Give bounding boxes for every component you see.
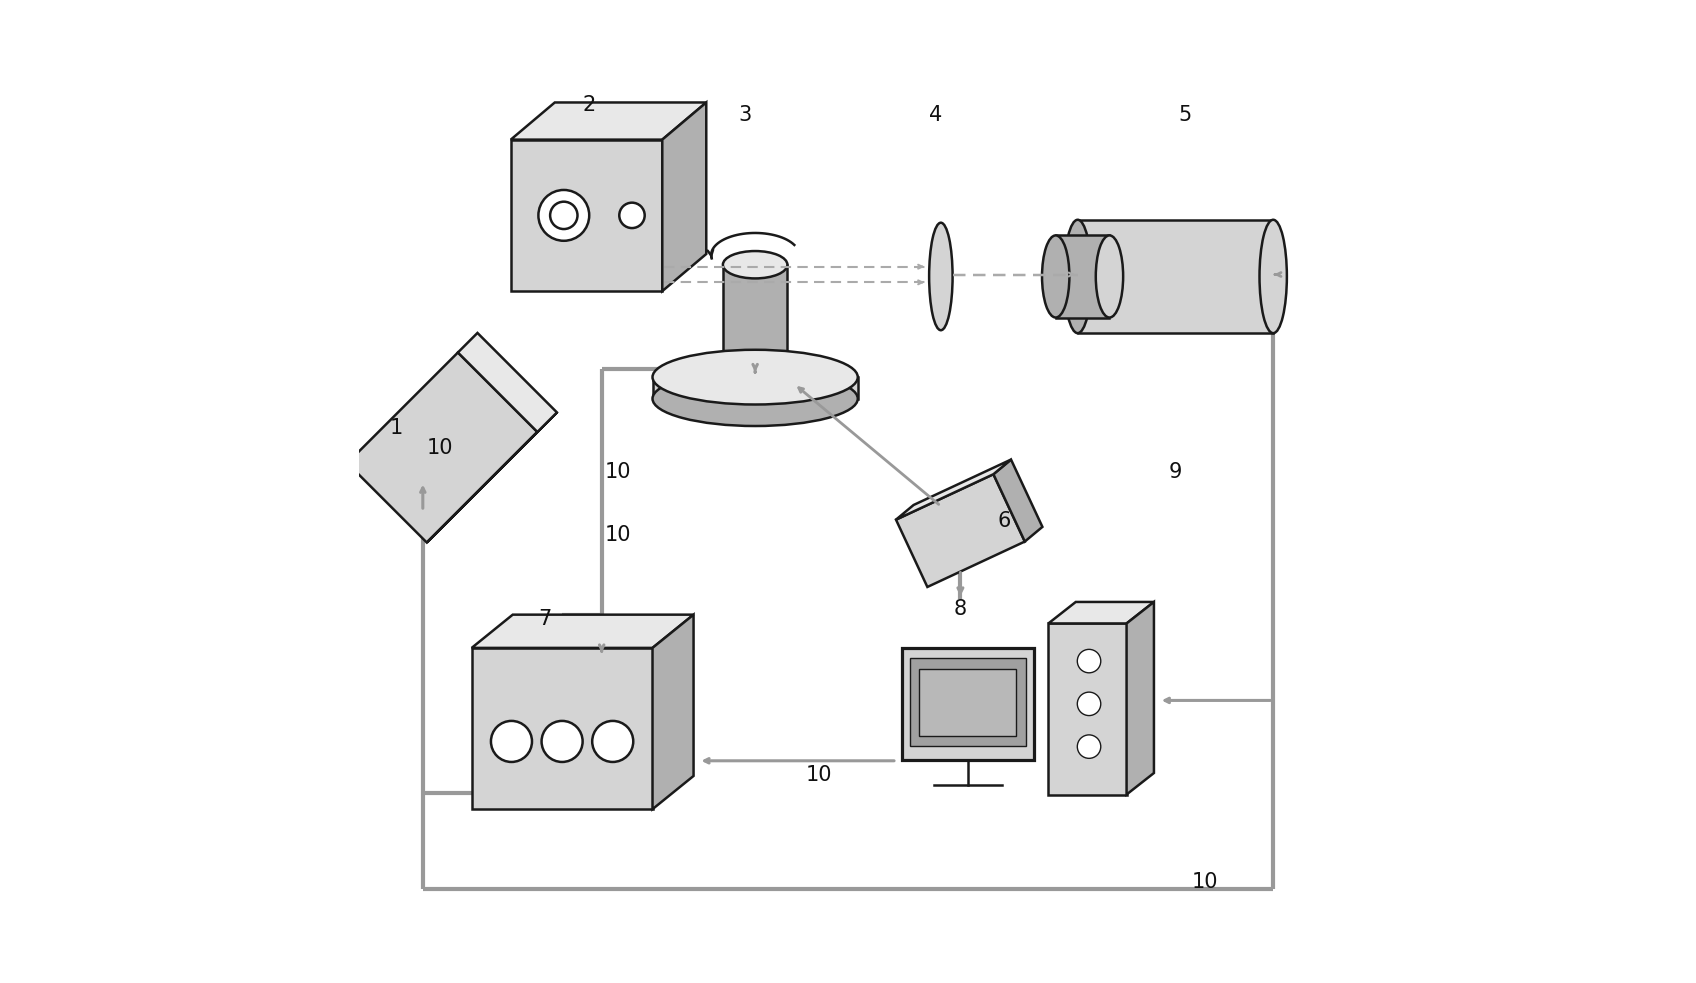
Ellipse shape <box>1096 235 1123 318</box>
Polygon shape <box>653 377 858 399</box>
Polygon shape <box>994 460 1043 542</box>
Text: 2: 2 <box>582 95 595 115</box>
Text: 4: 4 <box>929 105 943 125</box>
Polygon shape <box>722 264 787 377</box>
Polygon shape <box>471 614 694 648</box>
Ellipse shape <box>653 372 858 426</box>
Polygon shape <box>348 353 538 543</box>
Polygon shape <box>1077 220 1274 333</box>
Polygon shape <box>471 648 653 809</box>
Text: 10: 10 <box>605 462 631 482</box>
Text: 8: 8 <box>953 599 967 618</box>
Text: 10: 10 <box>806 765 833 785</box>
Polygon shape <box>895 460 1011 520</box>
Polygon shape <box>661 102 706 291</box>
Polygon shape <box>653 614 694 809</box>
Polygon shape <box>909 658 1026 746</box>
Polygon shape <box>895 474 1024 587</box>
Circle shape <box>538 190 589 241</box>
Ellipse shape <box>1063 220 1092 333</box>
Ellipse shape <box>653 350 858 405</box>
Circle shape <box>550 202 578 229</box>
Circle shape <box>1077 735 1101 758</box>
Circle shape <box>1077 650 1101 672</box>
Polygon shape <box>919 669 1016 736</box>
Text: 10: 10 <box>1192 873 1218 893</box>
Circle shape <box>490 721 533 762</box>
Polygon shape <box>1055 235 1109 318</box>
Polygon shape <box>1048 602 1153 623</box>
Ellipse shape <box>929 223 953 330</box>
Text: 1: 1 <box>390 418 404 438</box>
Text: 10: 10 <box>605 526 631 546</box>
Circle shape <box>541 721 583 762</box>
Polygon shape <box>427 413 556 543</box>
Polygon shape <box>510 140 661 291</box>
Circle shape <box>619 202 644 228</box>
Text: 6: 6 <box>997 511 1011 531</box>
Circle shape <box>592 721 633 762</box>
Polygon shape <box>510 102 706 140</box>
Text: 9: 9 <box>1169 462 1182 482</box>
Ellipse shape <box>722 364 787 391</box>
Ellipse shape <box>722 251 787 278</box>
Polygon shape <box>458 333 556 432</box>
Polygon shape <box>902 648 1035 760</box>
Ellipse shape <box>1260 220 1287 333</box>
Text: 3: 3 <box>739 105 751 125</box>
Text: 5: 5 <box>1179 105 1192 125</box>
Polygon shape <box>1126 602 1153 794</box>
Text: 7: 7 <box>538 608 551 628</box>
Circle shape <box>1077 692 1101 716</box>
Ellipse shape <box>1041 235 1070 318</box>
Polygon shape <box>1048 623 1126 794</box>
Text: 10: 10 <box>427 437 453 457</box>
